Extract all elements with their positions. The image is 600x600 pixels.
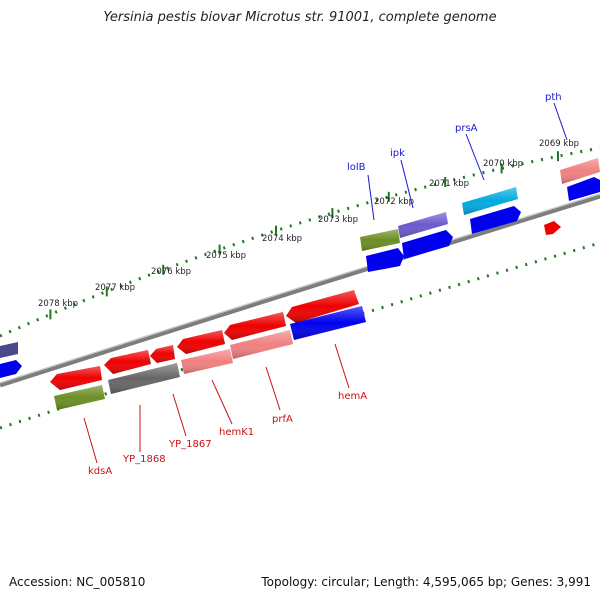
gene-shade [181,349,233,374]
scale-ring-outer [0,146,600,338]
gene-shade [224,312,286,340]
gene-shade [398,212,448,238]
cds-feature[interactable] [366,248,404,272]
gene-shade [230,330,293,359]
gene-label-pth: pth [545,92,562,103]
leader-kdsA [83,417,98,464]
gene-shade [150,345,175,363]
cds-feature[interactable] [567,177,600,201]
gene-label-prsA: prsA [455,123,478,134]
map-title: Yersinia pestis biovar Microtus str. 910… [103,10,497,25]
leader-prfA [265,366,281,411]
tick-label-2070: 2070 kbp [483,159,523,169]
leader-pth [553,102,568,141]
gene-shade [360,229,400,251]
kbp-tick-marks [49,151,559,320]
leader-hemA [334,343,350,389]
gene-label-lolB: lolB [347,162,366,173]
leader-lolB [367,174,375,221]
tick-label-2076: 2076 kbp [151,267,191,277]
gene-label-hemK1: hemK1 [219,427,254,438]
leader-YP_1867 [172,393,187,437]
gene-shade [50,366,102,390]
accession-label: Accession: NC_005810 [9,575,146,589]
gene-feature[interactable] [0,342,18,358]
gene-label-YP_1868: YP_1868 [122,454,166,465]
tick-label-2071: 2071 kbp [429,179,469,189]
gene-shade [290,306,366,340]
tick-label-2074: 2074 kbp [262,234,302,244]
tick-label-2077: 2077 kbp [95,283,135,293]
tick-label-2069: 2069 kbp [539,139,579,149]
topology-summary: Topology: circular; Length: 4,595,065 bp… [261,575,591,589]
leader-prsA [465,133,485,181]
tick-label-2075: 2075 kbp [206,251,246,261]
tick-label-2072: 2072 kbp [374,197,414,207]
gene-label-prfA: prfA [272,414,293,425]
gene-feature[interactable] [0,360,22,378]
leader-ipk [400,159,414,209]
gene-shade [560,158,600,184]
gene-shade [286,290,359,323]
gene-label-ipk: ipk [390,148,405,159]
gene-shade [108,363,180,394]
outer-gene-features [0,158,600,378]
gene-feature-small[interactable] [544,221,561,235]
cds-feature[interactable] [470,206,521,234]
tick-label-2078: 2078 kbp [38,299,78,309]
cds-feature[interactable] [402,230,453,259]
leader-hemK1 [211,379,233,425]
inner-gene-features [50,290,366,410]
genome-backbone [0,193,600,388]
gene-label-hemA: hemA [338,391,367,402]
gene-label-YP_1867: YP_1867 [168,439,212,450]
gene-shade [54,385,105,410]
tick-label-2073: 2073 kbp [318,215,358,225]
gene-shade [462,187,518,215]
gene-shade [177,330,225,354]
gene-shade [104,350,151,374]
gene-label-kdsA: kdsA [88,466,112,477]
